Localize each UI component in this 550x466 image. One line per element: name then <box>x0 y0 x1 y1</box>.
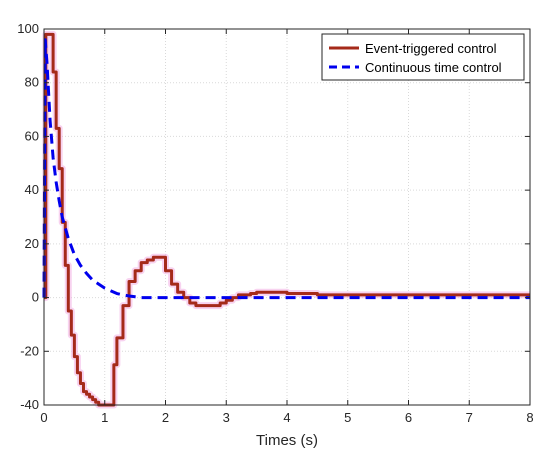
y-tick-label-1: -20 <box>20 343 39 358</box>
legend-label-continuous: Continuous time control <box>365 60 502 75</box>
y-tick-label-6: 80 <box>25 75 39 90</box>
y-tick-label-4: 40 <box>25 182 39 197</box>
x-tick-label-0: 0 <box>40 410 47 425</box>
series-lines <box>42 30 530 409</box>
legend-box <box>321 33 525 81</box>
x-axis-title: Times (s) <box>256 432 318 449</box>
legend-label-event-triggered: Event-triggered control <box>365 41 497 56</box>
x-tick-label-4: 4 <box>283 410 290 425</box>
x-tick-label-3: 3 <box>223 410 230 425</box>
x-tick-label-7: 7 <box>466 410 473 425</box>
y-tick-label-5: 60 <box>25 128 39 143</box>
y-tick-label-7: 100 <box>17 21 39 36</box>
x-tick-label-6: 6 <box>405 410 412 425</box>
x-tick-label-2: 2 <box>162 410 169 425</box>
series-continuous-line <box>42 38 530 300</box>
x-tick-label-8: 8 <box>526 410 533 425</box>
y-tick-label-2: 0 <box>32 290 39 305</box>
series-event-triggered-line <box>44 32 530 407</box>
x-tick-label-1: 1 <box>101 410 108 425</box>
legend: Event-triggered control Continuous time … <box>321 33 525 81</box>
axis-ticks: 0 1 2 3 4 5 6 7 8 -40 -20 0 20 40 60 80 100 <box>17 21 533 425</box>
y-tick-label-0: -40 <box>20 397 39 412</box>
y-tick-label-3: 20 <box>25 236 39 251</box>
x-tick-label-5: 5 <box>344 410 351 425</box>
